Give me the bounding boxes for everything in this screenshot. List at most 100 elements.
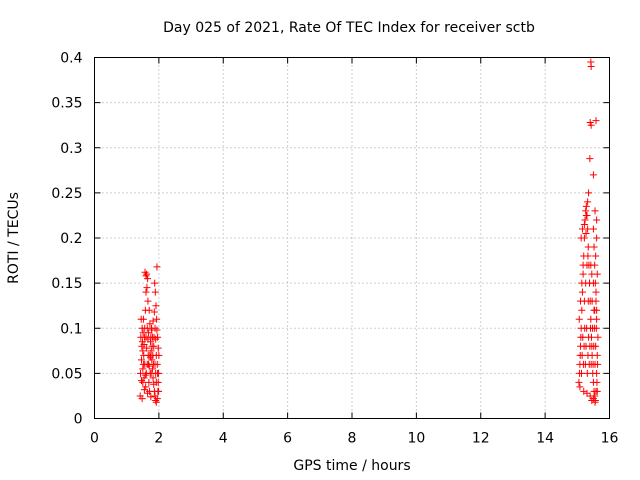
data-point xyxy=(152,335,160,343)
data-point xyxy=(147,347,155,355)
data-point xyxy=(146,387,154,395)
data-point xyxy=(577,234,585,242)
y-tick-label: 0.05 xyxy=(51,366,82,382)
data-point xyxy=(143,324,151,332)
x-axis: 0 2 4 6 8 10 12 14 16 xyxy=(90,57,618,447)
data-point xyxy=(591,398,599,406)
data-point xyxy=(578,225,586,233)
data-point xyxy=(593,378,601,386)
y-tick-label: 0.25 xyxy=(51,186,82,202)
x-tick-label: 12 xyxy=(472,431,490,447)
data-point xyxy=(137,377,145,385)
data-point xyxy=(152,351,160,359)
data-point xyxy=(139,329,147,337)
data-point xyxy=(152,398,160,406)
data-point xyxy=(593,351,601,359)
data-point xyxy=(140,340,148,348)
data-point xyxy=(153,315,161,323)
data-point xyxy=(141,371,149,379)
data-point xyxy=(582,229,590,237)
data-point xyxy=(145,378,153,386)
y-tick-label: 0.4 xyxy=(60,51,82,67)
data-point xyxy=(580,387,588,395)
data-point xyxy=(138,395,146,403)
data-point xyxy=(590,243,598,251)
data-point xyxy=(144,335,152,343)
x-tick-label: 0 xyxy=(90,431,99,447)
data-point xyxy=(588,270,596,278)
data-point xyxy=(589,279,597,287)
data-point xyxy=(139,347,147,355)
y-tick-label: 0 xyxy=(74,412,83,428)
data-point xyxy=(145,306,153,314)
data-point xyxy=(147,393,155,401)
data-point xyxy=(576,383,584,391)
data-point xyxy=(140,386,148,394)
x-tick-label: 10 xyxy=(407,431,425,447)
data-point xyxy=(588,297,596,305)
data-point xyxy=(144,389,152,397)
data-point xyxy=(592,288,600,296)
data-point xyxy=(153,395,161,403)
y-tick-label: 0.3 xyxy=(60,141,82,157)
data-point xyxy=(593,216,601,224)
y-tick-label: 0.1 xyxy=(60,321,82,337)
data-point xyxy=(593,315,601,323)
data-point xyxy=(587,261,595,269)
data-point xyxy=(151,288,159,296)
grid xyxy=(94,57,610,419)
data-point xyxy=(152,302,160,310)
data-point xyxy=(583,369,591,377)
data-point xyxy=(149,317,157,325)
data-point xyxy=(589,225,597,233)
x-axis-title: GPS time / hours xyxy=(293,458,410,474)
data-point xyxy=(588,396,596,404)
data-point xyxy=(145,360,153,368)
data-point xyxy=(139,378,147,386)
data-point xyxy=(582,207,590,215)
data-point xyxy=(594,333,602,341)
data-point xyxy=(151,324,159,332)
data-point xyxy=(143,270,151,278)
data-point xyxy=(590,306,598,314)
data-point xyxy=(591,207,599,215)
data-point xyxy=(587,121,595,129)
data-point xyxy=(150,342,158,350)
data-point xyxy=(592,252,600,260)
data-point xyxy=(139,315,147,323)
data-point xyxy=(148,333,156,341)
data-point xyxy=(592,117,600,125)
y-tick-label: 0.15 xyxy=(51,276,82,292)
data-point xyxy=(154,378,162,386)
data-point xyxy=(137,356,145,364)
data-point xyxy=(153,326,161,334)
data-point xyxy=(587,63,595,71)
y-axis: 0 0.05 0.1 0.15 0.2 0.25 0.3 0.35 0.4 xyxy=(51,51,610,428)
data-point xyxy=(579,270,587,278)
data-point xyxy=(584,252,592,260)
data-point xyxy=(585,189,593,197)
data-point xyxy=(582,211,590,219)
data-point xyxy=(139,365,147,373)
chart-title: Day 025 of 2021, Rate Of TEC Index for r… xyxy=(163,20,535,36)
y-axis-title: ROTI / TECUs xyxy=(6,192,22,284)
data-point xyxy=(584,198,592,206)
data-point xyxy=(586,155,594,163)
data-points xyxy=(136,58,602,406)
data-point xyxy=(582,202,590,210)
y-tick-label: 0.2 xyxy=(60,231,82,247)
data-point xyxy=(142,272,150,280)
data-point xyxy=(147,353,155,361)
data-point xyxy=(581,216,589,224)
data-point xyxy=(146,351,154,359)
data-point xyxy=(141,268,149,276)
data-point xyxy=(584,351,592,359)
data-point xyxy=(155,387,163,395)
y-tick-label: 0.35 xyxy=(51,96,82,112)
data-point xyxy=(145,362,153,370)
data-point xyxy=(575,315,583,323)
data-point xyxy=(153,263,161,271)
data-point xyxy=(592,342,600,350)
data-point xyxy=(578,288,586,296)
